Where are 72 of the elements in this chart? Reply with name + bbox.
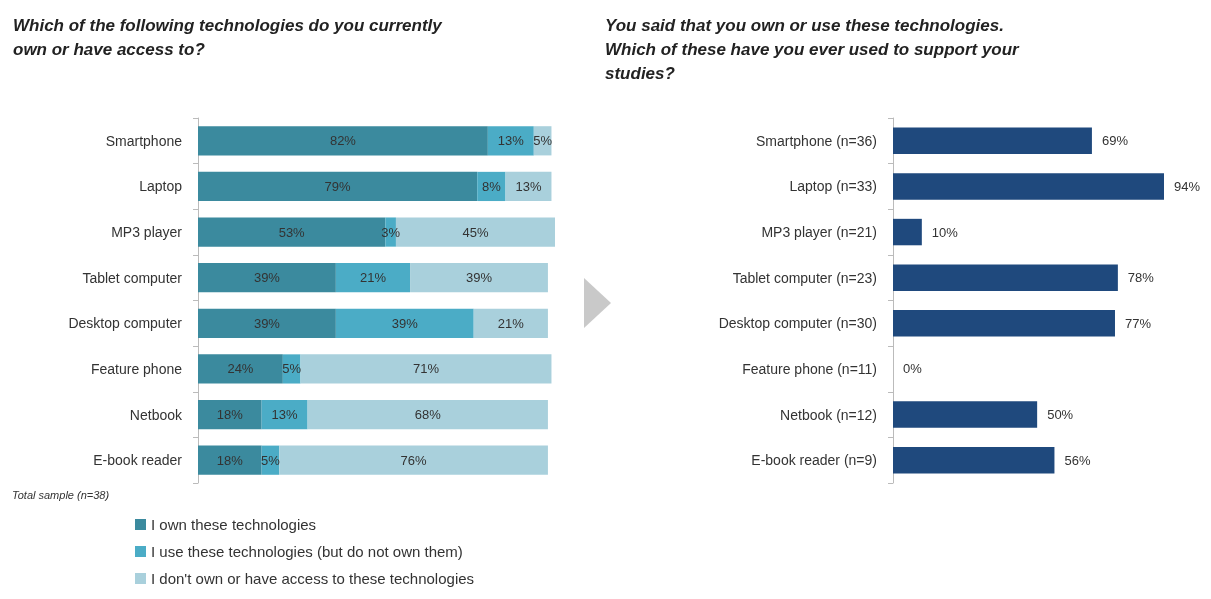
data-label: 5% xyxy=(533,133,553,149)
data-label: 53% xyxy=(278,224,306,240)
data-label: 56% xyxy=(1064,452,1091,468)
data-label: 13% xyxy=(271,407,299,423)
legend-label: I own these technologies xyxy=(151,516,317,533)
bar xyxy=(893,401,1038,428)
bar xyxy=(279,445,548,475)
bar xyxy=(893,264,1118,291)
y-tick-label: Netbook (n=12) xyxy=(780,406,877,423)
y-tick-label: Feature phone xyxy=(90,360,183,377)
text: Total sample (n=38) xyxy=(12,488,110,501)
y-tick-label: Desktop computer (n=30) xyxy=(718,315,877,332)
data-label: 18% xyxy=(216,452,244,468)
data-label: 82% xyxy=(329,133,357,149)
data-label: 18% xyxy=(216,407,244,423)
bar xyxy=(893,173,1164,200)
bar xyxy=(335,263,411,293)
bar xyxy=(893,310,1115,337)
y-tick-label: MP3 player xyxy=(111,224,183,241)
data-label: 69% xyxy=(1101,133,1129,149)
bar xyxy=(198,126,488,156)
data-label: 8% xyxy=(481,178,502,194)
y-tick-label: Tablet computer xyxy=(82,269,183,286)
data-label: 24% xyxy=(227,361,254,377)
y-tick-label: E-book reader (n=9) xyxy=(751,452,877,469)
bar xyxy=(410,263,548,293)
bar xyxy=(198,445,262,475)
bar xyxy=(300,354,552,384)
bar xyxy=(893,218,922,246)
bar xyxy=(198,171,478,202)
bar xyxy=(473,308,548,338)
data-label: 39% xyxy=(465,270,493,286)
data-label: 21% xyxy=(359,270,387,286)
data-label: 78% xyxy=(1127,270,1155,286)
y-tick-label: MP3 player (n=21) xyxy=(761,224,877,241)
y-tick-label: Desktop computer xyxy=(68,315,183,332)
data-label: 39% xyxy=(253,270,281,286)
y-tick-label: Laptop xyxy=(139,178,183,195)
data-label: 39% xyxy=(391,315,419,331)
y-tick-label: Smartphone xyxy=(105,132,183,149)
y-tick-label: Feature phone (n=11) xyxy=(742,360,877,377)
y-tick-label: Smartphone (n=36) xyxy=(755,132,877,149)
y-tick-label: Laptop (n=33) xyxy=(789,178,877,195)
data-label: 76% xyxy=(400,452,428,468)
legend-label: I use these technologies (but do not own them) xyxy=(151,543,463,560)
y-tick-label: Netbook xyxy=(129,406,183,423)
bar xyxy=(335,308,474,338)
chart-title: You said that you own or use these technologies. Which of these have you ever used to support your studies? xyxy=(605,15,1024,83)
data-label: 79% xyxy=(324,178,352,194)
bar xyxy=(198,308,336,338)
data-label: 21% xyxy=(497,315,525,331)
bar xyxy=(893,127,1092,155)
bar xyxy=(198,399,262,430)
bar xyxy=(307,399,548,430)
bar xyxy=(893,446,1055,474)
legend-label: I don't own or have access to these technologies xyxy=(151,570,475,587)
data-label: 13% xyxy=(497,133,525,149)
data-label: 71% xyxy=(412,361,440,377)
bar xyxy=(198,263,336,293)
data-label: 13% xyxy=(515,178,542,194)
data-label: 94% xyxy=(1174,178,1201,194)
y-tick-label: Tablet computer (n=23) xyxy=(732,269,877,286)
data-label: 68% xyxy=(414,407,442,423)
data-label: 77% xyxy=(1124,315,1152,331)
data-label: 10% xyxy=(931,224,959,240)
bar xyxy=(198,354,283,384)
data-label: 50% xyxy=(1047,407,1074,423)
y-tick-label: E-book reader xyxy=(93,452,183,469)
data-label: 39% xyxy=(253,315,281,331)
data-label: 45% xyxy=(462,224,489,240)
data-label: 0% xyxy=(903,361,923,377)
chart-title: Which of the following technologies do you currently own or have access to? xyxy=(13,15,447,59)
